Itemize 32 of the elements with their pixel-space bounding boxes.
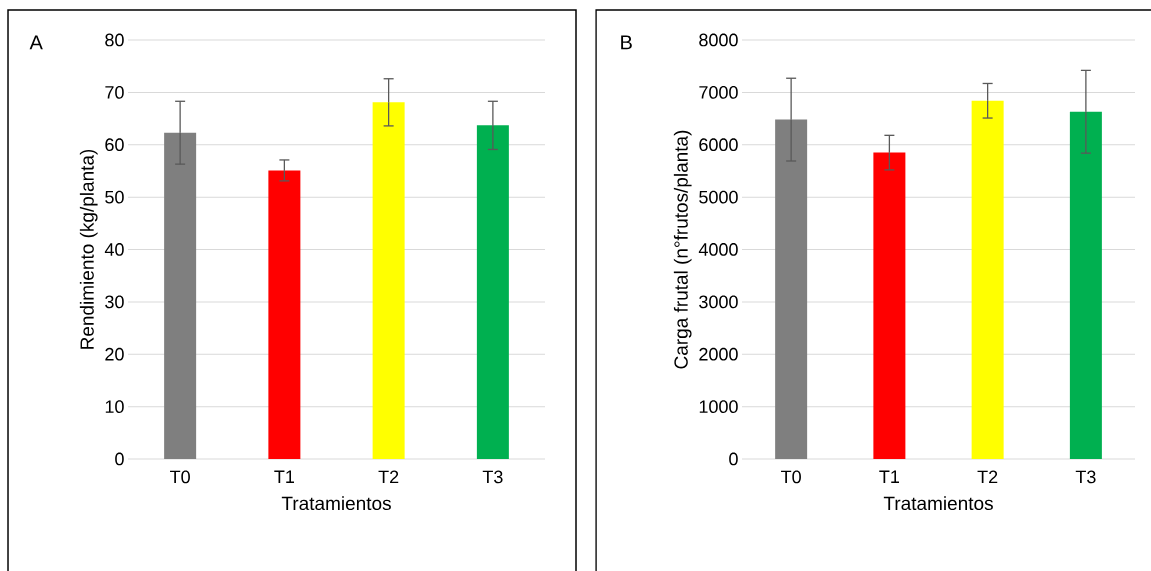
x-tick-label: T1 [879,470,900,483]
y-tick-label: 80 [105,33,124,47]
y-tick-label: 0 [729,452,738,466]
y-tick-label: 70 [105,85,124,99]
x-tick-label: T2 [378,470,399,484]
x-tick-label: T2 [977,470,998,484]
y-tick-label: 6000 [699,138,738,152]
x-tick-label: T1 [274,470,294,483]
y-tick-label: 40 [104,243,124,256]
x-axis-title: Tratamientos [281,496,391,511]
x-tick-label: T3 [482,470,503,484]
y-tick-label: 4000 [698,243,738,256]
y-tick-label: 20 [105,347,124,361]
y-tick-label: 8000 [699,33,738,47]
y-tick-label: 30 [105,295,124,309]
x-axis-title: Tratamientos [883,496,993,511]
y-tick-label: 3000 [699,295,738,309]
y-tick-label: 5000 [699,190,738,204]
y-tick-label: 7000 [699,85,738,99]
text: A [29,35,43,50]
y-tick-label: 1000 [699,400,738,413]
x-tick-label: T0 [170,470,190,484]
x-tick-label: T0 [781,470,801,484]
x-tick-label: T3 [1075,470,1096,484]
y-tick-label: 50 [105,190,124,204]
y-tick-label: 2000 [699,347,738,361]
y-tick-label: 10 [105,400,124,413]
y-tick-label: 60 [105,138,124,152]
text: B [621,35,632,50]
y-axis-title: Rendimiento (kg/planta) [79,149,98,349]
y-tick-label: 0 [115,452,124,466]
y-axis-title: Carga frutal (n°frutos/planta) [673,130,692,369]
